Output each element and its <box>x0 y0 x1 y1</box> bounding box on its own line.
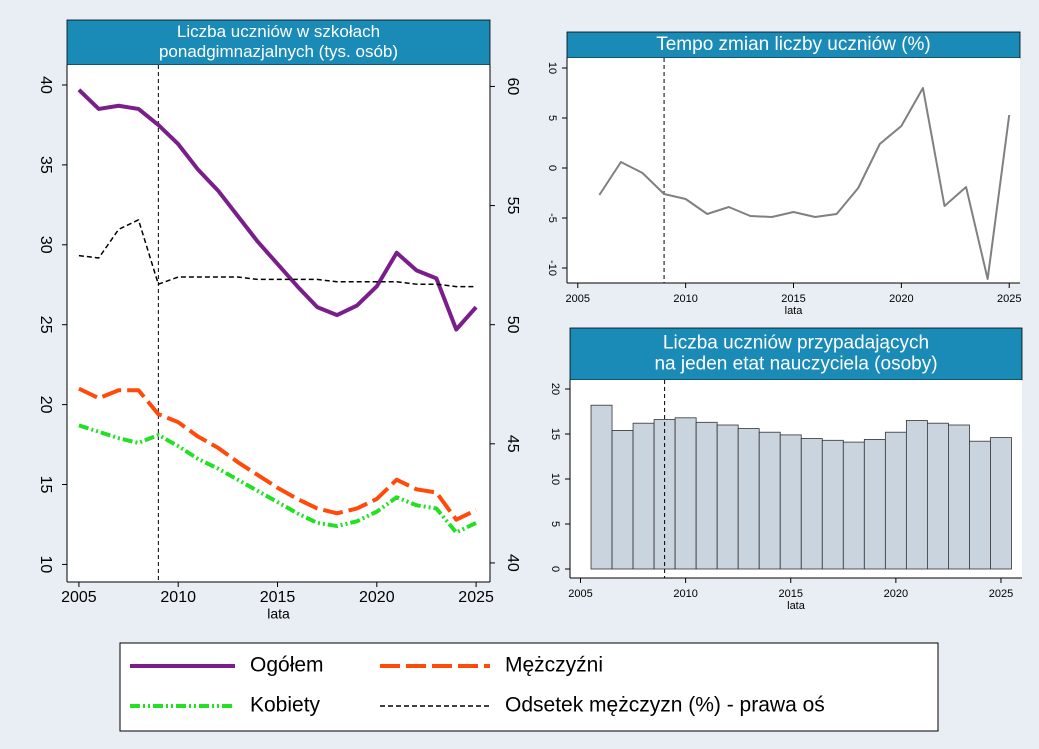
y-tick-label: 15 <box>549 428 561 440</box>
chart-title: Tempo zmian liczby uczniów (%) <box>656 34 931 55</box>
y2-tick-label: 40 <box>504 554 521 572</box>
legend-label: Ogółem <box>250 654 324 677</box>
x-tick-label: 2025 <box>989 588 1013 600</box>
plot-area <box>567 58 1020 283</box>
line-series <box>598 87 1011 280</box>
y-tick-label: 30 <box>37 236 54 254</box>
title-band <box>569 327 1023 381</box>
y2-tick-label: 45 <box>504 435 521 453</box>
line-series <box>78 423 477 535</box>
bar <box>905 420 928 570</box>
title-band <box>66 19 491 66</box>
x-tick-label: 2025 <box>997 293 1021 305</box>
bar <box>779 434 802 570</box>
y-tick-label: 20 <box>37 396 54 414</box>
y-tick-label: 10 <box>549 473 561 485</box>
legend-label: Odsetek mężczyzn (%) - prawa oś <box>505 694 825 717</box>
x-axis-label: lata <box>785 305 804 317</box>
line-series <box>78 386 477 522</box>
x-axis-label: lata <box>787 600 806 612</box>
bar <box>990 437 1012 570</box>
bar <box>969 440 991 570</box>
legend-label: Kobiety <box>250 694 321 717</box>
bar <box>842 441 865 570</box>
y-tick-label: 15 <box>37 476 54 494</box>
bar <box>884 431 907 570</box>
x-tick-label: 2015 <box>779 588 803 600</box>
x-tick-label: 2015 <box>781 293 805 305</box>
x-axis-label: lata <box>267 606 290 622</box>
bar <box>590 404 613 570</box>
bar <box>926 422 949 570</box>
y-tick-label: 25 <box>37 316 54 334</box>
line-series <box>77 88 478 332</box>
bar <box>821 439 844 570</box>
bar <box>632 422 655 570</box>
bar <box>674 417 697 570</box>
bar <box>611 429 634 570</box>
x-tick-label: 2020 <box>889 293 913 305</box>
bar <box>948 424 970 570</box>
bar <box>758 431 781 570</box>
x-tick-label: 2010 <box>160 589 196 606</box>
x-tick-label: 2020 <box>884 588 908 600</box>
x-tick-label: 2005 <box>61 589 97 606</box>
bar <box>863 438 886 570</box>
y-tick-label: 10 <box>546 62 558 74</box>
y-tick-label: -10 <box>546 260 558 276</box>
y-tick-label: 35 <box>37 156 54 174</box>
chart-title: na jeden etat nauczyciela (osoby) <box>654 354 937 375</box>
y-tick-label: 0 <box>546 165 558 171</box>
x-tick-label: 2005 <box>568 588 592 600</box>
y-tick-label: -5 <box>546 213 558 223</box>
y2-tick-label: 50 <box>504 316 521 334</box>
line-series <box>78 219 477 288</box>
y2-tick-label: 55 <box>504 197 521 215</box>
legend-box <box>119 642 939 732</box>
chart-title: Liczba uczniów przypadających <box>663 333 929 354</box>
x-tick-label: 2025 <box>458 589 494 606</box>
y-tick-label: 10 <box>37 556 54 574</box>
plot-area <box>67 65 490 582</box>
x-tick-label: 2010 <box>673 588 697 600</box>
x-tick-label: 2015 <box>260 589 296 606</box>
y-tick-label: 5 <box>546 115 558 121</box>
bar <box>800 438 823 570</box>
title-band <box>566 31 1021 59</box>
bar <box>737 428 760 570</box>
x-tick-label: 2010 <box>673 293 697 305</box>
y-tick-label: 20 <box>549 383 561 395</box>
bar <box>695 421 718 570</box>
bar <box>716 424 739 570</box>
chart-title: ponadgimnazjalnych (tys. osób) <box>159 42 398 61</box>
legend-label: Mężczyźni <box>505 654 603 677</box>
y-tick-label: 0 <box>549 566 561 572</box>
x-tick-label: 2005 <box>566 293 590 305</box>
y-tick-label: 5 <box>549 521 561 527</box>
y2-tick-label: 60 <box>504 78 521 96</box>
chart-title: Liczba uczniów w szkołach <box>177 22 380 41</box>
y-tick-label: 40 <box>37 76 54 94</box>
x-tick-label: 2020 <box>359 589 395 606</box>
